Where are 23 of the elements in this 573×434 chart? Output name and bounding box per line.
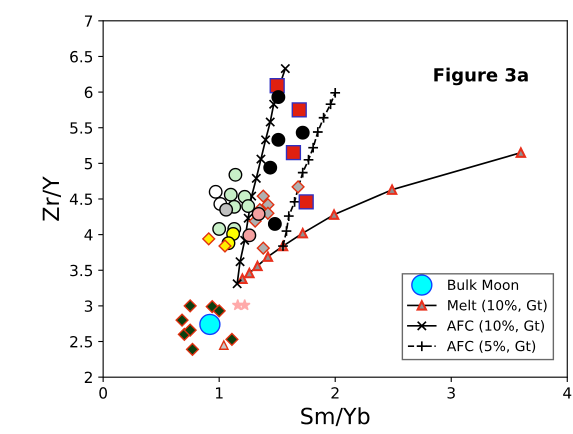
legend-label: AFC (5%, Gt) <box>446 340 536 353</box>
x-tick-label: 1 <box>216 387 223 398</box>
legend-label: AFC (10%, Gt) <box>446 320 544 333</box>
y-tick-label: 4.5 <box>70 194 92 206</box>
x-tick-label: 2 <box>331 387 339 398</box>
annotation: Figure 3a <box>434 68 528 86</box>
y-tick-label: 4 <box>84 229 93 240</box>
x-axis-title: Sm/Yb <box>301 407 370 426</box>
legend-label: Bulk Moon <box>448 279 518 290</box>
y-tick-label: 2.5 <box>70 336 92 348</box>
y-tick-label: 5 <box>84 158 92 170</box>
y-tick-label: 6 <box>84 86 92 98</box>
x-tick-label: 3 <box>448 387 455 399</box>
y-tick-label: 7 <box>84 16 92 27</box>
x-tick-label: 0 <box>99 387 107 399</box>
legend-label: Melt (10%, Gt) <box>448 300 547 312</box>
y-tick-label: 6.5 <box>70 50 92 62</box>
y-tick-label: 3.5 <box>70 264 92 276</box>
y-axis-title: Zr/Y <box>42 176 62 221</box>
y-tick-label: 5.5 <box>70 122 92 134</box>
y-tick-label: 2 <box>84 372 92 383</box>
y-tick-label: 3 <box>84 300 92 312</box>
x-tick-label: 4 <box>563 387 572 398</box>
